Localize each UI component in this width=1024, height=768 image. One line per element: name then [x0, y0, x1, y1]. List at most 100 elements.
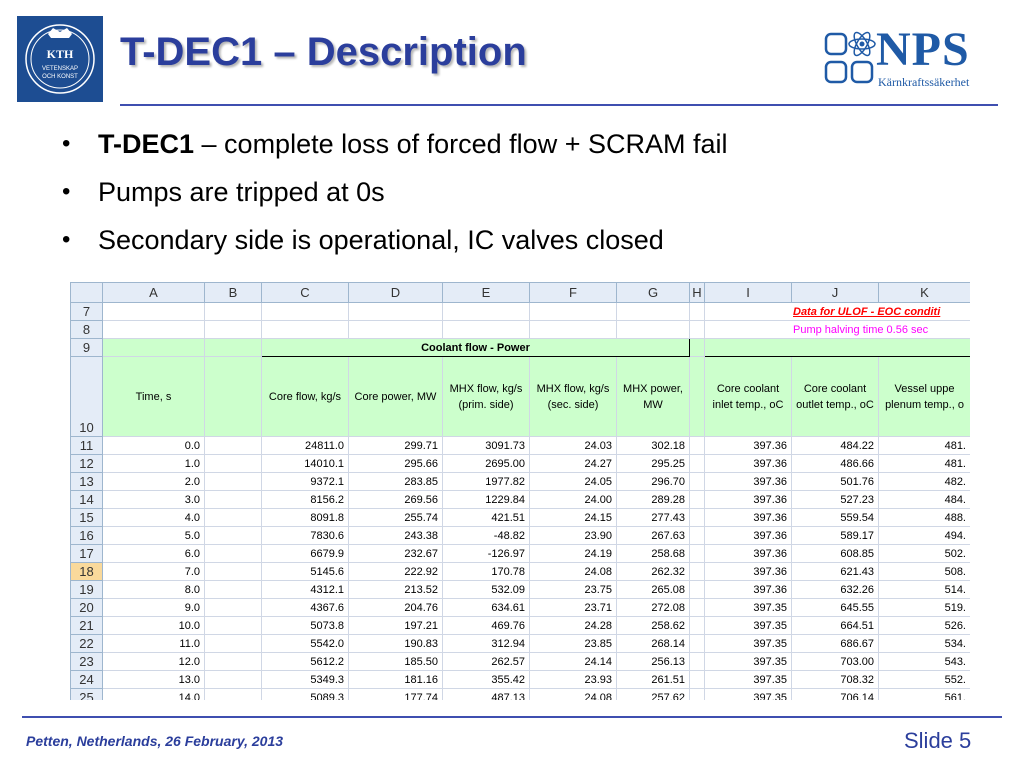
cell[interactable]: 397.36: [704, 454, 792, 473]
cell[interactable]: 289.28: [616, 490, 690, 509]
column-header[interactable]: E: [442, 282, 530, 303]
cell[interactable]: 526.: [878, 616, 970, 635]
cell[interactable]: 481.: [878, 436, 970, 455]
row-header[interactable]: 17: [70, 544, 103, 563]
cell[interactable]: 7830.6: [261, 526, 349, 545]
cell[interactable]: 421.51: [442, 508, 530, 527]
row-header[interactable]: 24: [70, 670, 103, 689]
cell[interactable]: 170.78: [442, 562, 530, 581]
cell[interactable]: 204.76: [348, 598, 443, 617]
cell[interactable]: 2695.00: [442, 454, 530, 473]
cell[interactable]: 267.63: [616, 526, 690, 545]
cell[interactable]: [689, 598, 705, 617]
cell[interactable]: 222.92: [348, 562, 443, 581]
cell[interactable]: [689, 670, 705, 689]
cell[interactable]: 23.93: [529, 670, 617, 689]
cell[interactable]: 302.18: [616, 436, 690, 455]
group-label[interactable]: Coolant flow - Power: [261, 338, 690, 357]
cell[interactable]: 14.0: [102, 688, 205, 700]
column-header[interactable]: C: [261, 282, 349, 303]
cell[interactable]: -48.82: [442, 526, 530, 545]
cell[interactable]: 703.00: [791, 652, 879, 671]
select-all-corner[interactable]: [70, 282, 103, 303]
cell[interactable]: 355.42: [442, 670, 530, 689]
cell[interactable]: [204, 490, 262, 509]
cell[interactable]: 261.51: [616, 670, 690, 689]
cell[interactable]: [204, 634, 262, 653]
cell[interactable]: -126.97: [442, 544, 530, 563]
header-cell[interactable]: Core flow, kg/s: [261, 356, 349, 437]
cell[interactable]: [442, 320, 530, 339]
cell[interactable]: 269.56: [348, 490, 443, 509]
cell[interactable]: 23.85: [529, 634, 617, 653]
cell[interactable]: [348, 320, 443, 339]
cell[interactable]: 255.74: [348, 508, 443, 527]
cell[interactable]: 185.50: [348, 652, 443, 671]
cell[interactable]: 24.05: [529, 472, 617, 491]
cell[interactable]: 197.21: [348, 616, 443, 635]
cell[interactable]: [689, 580, 705, 599]
cell[interactable]: 552.: [878, 670, 970, 689]
column-header[interactable]: K: [878, 282, 970, 303]
row-header[interactable]: 10: [70, 356, 103, 437]
cell[interactable]: 397.36: [704, 490, 792, 509]
cell[interactable]: 295.25: [616, 454, 690, 473]
row-header[interactable]: 16: [70, 526, 103, 545]
cell[interactable]: 277.43: [616, 508, 690, 527]
cell[interactable]: [204, 302, 262, 321]
cell[interactable]: [689, 544, 705, 563]
cell[interactable]: [689, 616, 705, 635]
cell[interactable]: 484.: [878, 490, 970, 509]
column-header[interactable]: A: [102, 282, 205, 303]
cell[interactable]: 24.15: [529, 508, 617, 527]
cell[interactable]: 527.23: [791, 490, 879, 509]
cell[interactable]: 24.28: [529, 616, 617, 635]
cell[interactable]: 5145.6: [261, 562, 349, 581]
cell[interactable]: 11.0: [102, 634, 205, 653]
cell[interactable]: [689, 338, 705, 357]
cell[interactable]: [204, 338, 262, 357]
cell[interactable]: 559.54: [791, 508, 879, 527]
cell[interactable]: [689, 490, 705, 509]
cell[interactable]: 258.62: [616, 616, 690, 635]
header-cell[interactable]: MHX power, MW: [616, 356, 690, 437]
cell[interactable]: Pump halving time 0.56 sec: [704, 320, 970, 339]
cell[interactable]: 265.08: [616, 580, 690, 599]
cell[interactable]: 232.67: [348, 544, 443, 563]
cell[interactable]: 494.: [878, 526, 970, 545]
cell[interactable]: 519.: [878, 598, 970, 617]
cell[interactable]: 8.0: [102, 580, 205, 599]
cell[interactable]: 4312.1: [261, 580, 349, 599]
cell[interactable]: 295.66: [348, 454, 443, 473]
cell[interactable]: 312.94: [442, 634, 530, 653]
cell[interactable]: [204, 472, 262, 491]
cell[interactable]: [689, 634, 705, 653]
cell[interactable]: 501.76: [791, 472, 879, 491]
cell[interactable]: 4367.6: [261, 598, 349, 617]
row-header[interactable]: 18: [70, 562, 103, 581]
cell[interactable]: 190.83: [348, 634, 443, 653]
cell[interactable]: 3.0: [102, 490, 205, 509]
column-header[interactable]: D: [348, 282, 443, 303]
cell[interactable]: [689, 436, 705, 455]
cell[interactable]: [261, 302, 349, 321]
cell[interactable]: 706.14: [791, 688, 879, 700]
group-label-box[interactable]: [704, 338, 970, 357]
row-header[interactable]: 11: [70, 436, 103, 455]
cell[interactable]: 24.27: [529, 454, 617, 473]
cell[interactable]: 5542.0: [261, 634, 349, 653]
cell[interactable]: [442, 302, 530, 321]
cell[interactable]: 6679.9: [261, 544, 349, 563]
row-header[interactable]: 20: [70, 598, 103, 617]
cell[interactable]: 5089.3: [261, 688, 349, 700]
row-header[interactable]: 21: [70, 616, 103, 635]
row-header[interactable]: 14: [70, 490, 103, 509]
cell[interactable]: 24.14: [529, 652, 617, 671]
cell[interactable]: 9372.1: [261, 472, 349, 491]
cell[interactable]: [616, 302, 690, 321]
cell[interactable]: [204, 652, 262, 671]
cell[interactable]: 482.: [878, 472, 970, 491]
row-header[interactable]: 7: [70, 302, 103, 321]
cell[interactable]: 8091.8: [261, 508, 349, 527]
cell[interactable]: 177.74: [348, 688, 443, 700]
